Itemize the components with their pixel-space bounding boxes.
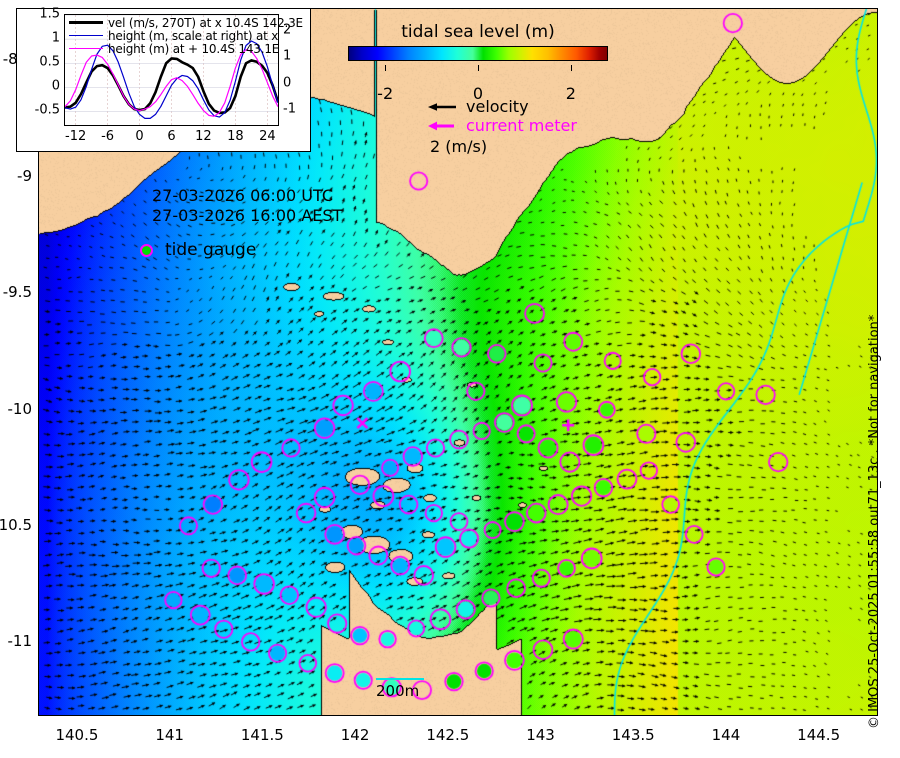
copyright-notice: © IMOS 25-Oct-2025 01:55:58 out71_13c . … — [867, 314, 882, 729]
timeseries-ytick-left: 0 — [51, 78, 60, 94]
timeseries-legend-row: vel (m/s, 270T) at x 10.4S 142.3E — [69, 15, 303, 30]
colorbar-gradient — [348, 46, 608, 61]
timeseries-ytick-right: 1 — [283, 48, 292, 64]
legend-color-swatch — [69, 35, 103, 36]
y-axis-tick-label: -9 — [17, 166, 32, 185]
vector-key-velocity-row: velocity — [428, 97, 577, 116]
timeseries-xtick: 6 — [167, 129, 176, 144]
timeseries-ytick-left: 0.5 — [39, 54, 60, 70]
legend-series-label: height (m) at + 10.4S 143.1E — [108, 41, 280, 56]
vector-key: velocity current meter 2 (m/s) — [428, 97, 577, 156]
vector-key-currentmeter-row: current meter — [428, 116, 577, 135]
timeseries-legend: vel (m/s, 270T) at x 10.4S 142.3E height … — [69, 15, 303, 56]
x-axis-tick-label: 144.5 — [797, 726, 841, 744]
timeseries-inset[interactable]: vel (m/s, 270T) at x 10.4S 142.3E height … — [16, 6, 311, 152]
timeseries-ytick-right: 2 — [283, 22, 292, 38]
timeseries-xtick: 24 — [259, 129, 276, 144]
legend-color-swatch — [69, 48, 103, 49]
x-axis-tick-label: 141 — [155, 726, 184, 744]
velocity-arrow-icon — [428, 102, 456, 111]
timeseries-xtick: 18 — [227, 129, 244, 144]
colorbar-tick-label: -2 — [377, 84, 394, 103]
timeseries-legend-row: height (m, scale at right) at x — [69, 28, 303, 43]
timeseries-line — [65, 57, 278, 115]
colorbar-tick-mark — [385, 65, 387, 71]
velocity-key-label: velocity — [466, 97, 529, 116]
legend-series-label: height (m, scale at right) at x — [108, 28, 279, 43]
x-axis-tick-label: 143.5 — [611, 726, 655, 744]
colorbar-tick-label: 0 — [472, 84, 484, 103]
x-axis-tick-label: 142 — [340, 726, 370, 744]
timestamp-utc: 27-03-2026 06:00 UTC — [152, 186, 333, 205]
timeseries-xtick: -12 — [65, 129, 87, 144]
timeseries-line — [65, 49, 278, 117]
x-axis-tick-label: 142.5 — [426, 726, 470, 744]
timestamp-aest: 27-03-2026 16:00 AEST — [152, 206, 343, 225]
colorbar-group: tidal sea level (m) -2 0 2 — [348, 22, 608, 103]
timeseries-ytick-left: 1 — [51, 30, 60, 46]
x-axis-tick-label: 141.5 — [240, 726, 284, 744]
timeseries-xtick: 0 — [135, 129, 144, 144]
timeseries-plot-area — [64, 14, 279, 126]
vector-scale-label: 2 (m/s) — [430, 137, 488, 156]
y-axis-tick-label: -10 — [7, 399, 33, 418]
scale-bar-line — [376, 678, 424, 680]
timeseries-xtick: -6 — [101, 129, 115, 144]
legend-color-swatch — [69, 21, 103, 24]
tide-gauge-legend: tide gauge — [140, 240, 256, 260]
tide-gauge-marker-icon — [140, 243, 153, 257]
colorbar-title: tidal sea level (m) — [401, 22, 555, 42]
timeseries-legend-row: height (m) at + 10.4S 143.1E — [69, 41, 303, 56]
timeseries-ytick-right: -1 — [283, 101, 296, 117]
scale-bar: 200m — [376, 678, 424, 700]
colorbar-tick-label: 2 — [565, 84, 576, 103]
y-axis-tick-label: -11 — [7, 632, 33, 651]
timeseries-ytick-left: 1.5 — [39, 6, 60, 22]
colorbar-tick-mark — [570, 65, 572, 71]
y-axis-tick-label: -10.5 — [0, 516, 32, 535]
timeseries-xtick: 12 — [195, 129, 212, 144]
timeseries-ytick-left: -0.5 — [34, 102, 60, 118]
colorbar-tick-mark — [478, 65, 479, 71]
current-meter-key-label: current meter — [466, 116, 577, 135]
x-axis-tick-label: 143 — [526, 726, 555, 744]
tide-gauge-legend-label: tide gauge — [165, 240, 257, 260]
x-axis-tick-label: 144 — [711, 726, 741, 744]
timeseries-ytick-right: 0 — [283, 75, 292, 91]
timestamp-block: 27-03-2026 06:00 UTC 27-03-2026 16:00 AE… — [152, 186, 342, 226]
timeseries-svg — [65, 15, 278, 125]
x-axis-tick-label: 140.5 — [55, 726, 99, 744]
y-axis-tick-label: -9.5 — [2, 283, 32, 302]
scale-bar-label: 200m — [376, 682, 420, 700]
current-meter-arrow-icon — [428, 121, 454, 130]
legend-series-label: vel (m/s, 270T) at x 10.4S 142.3E — [108, 15, 303, 30]
